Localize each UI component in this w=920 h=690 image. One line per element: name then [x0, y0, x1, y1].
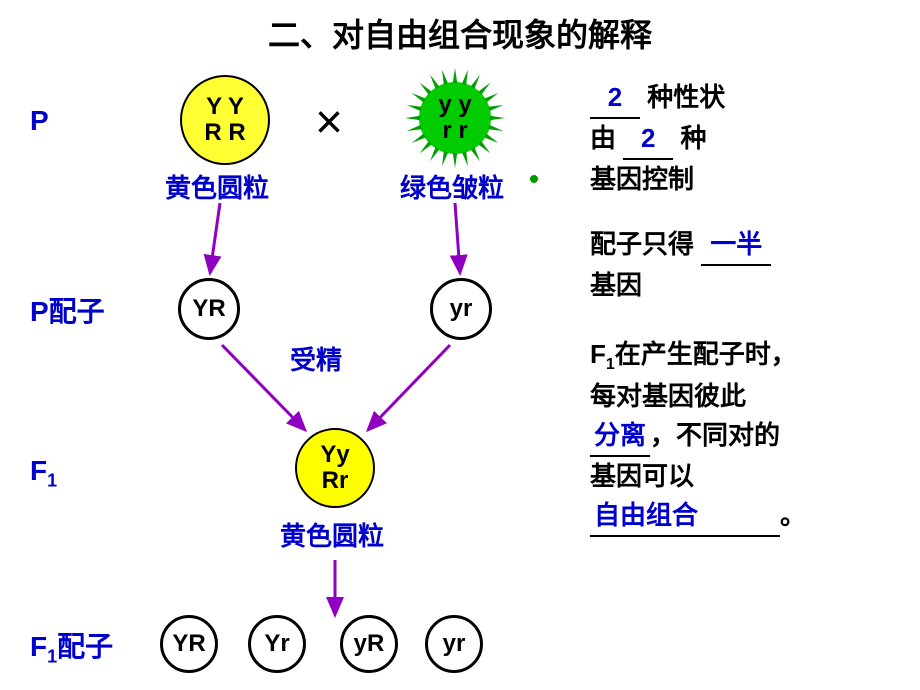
side1-t1a: 种性状 [647, 82, 725, 112]
f1-gamete-0: YR [160, 615, 218, 673]
side3-t3: ，不同对的 [650, 420, 780, 450]
side1-t2b: 种 [680, 123, 706, 153]
side3-t2: 每对基因彼此 [590, 381, 746, 411]
side-block-1: 2 种性状 由 2 种 基因控制 [590, 78, 910, 199]
gamete-p-left: YR [178, 278, 240, 340]
f1-gamete-1: Yr [248, 615, 306, 673]
fertilize-label: 受精 [290, 340, 342, 377]
f1-pheno: 黄色圆粒 [280, 516, 384, 553]
f1-circle: Yy Rr [295, 428, 375, 508]
side3-ans1: 分离 [590, 416, 650, 457]
side1-t2a: 由 [590, 123, 616, 153]
f1-gamete-3: yr [425, 615, 483, 673]
side3-t4: 基因可以 [590, 461, 694, 491]
side-block-2: 配子只得 一半 基因 [590, 225, 920, 305]
side3-ans2: 自由组合 [590, 500, 702, 530]
side1-t3: 基因控制 [590, 164, 694, 194]
f1-geno2: Rr [322, 468, 349, 494]
side-block-3: F1在产生配子时， 每对基因彼此 分离，不同对的 基因可以 自由组合 。 [590, 335, 920, 537]
f1-gamete-2: yR [340, 615, 398, 673]
side3-t1: F1在产生配子时， [590, 339, 797, 369]
side3-t5: 。 [780, 500, 806, 530]
side1-ans1: 2 [590, 78, 640, 119]
f1-geno1: Yy [320, 442, 349, 468]
gamete-p-right: yr [430, 278, 492, 340]
side2-t2: 基因 [590, 270, 642, 300]
side2-t1a: 配子只得 [590, 229, 694, 259]
side1-ans2: 2 [623, 119, 673, 160]
side2-ans1: 一半 [701, 225, 771, 266]
